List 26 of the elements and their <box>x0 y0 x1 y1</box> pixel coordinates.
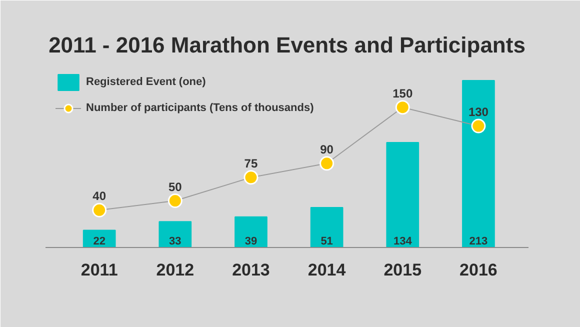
data-label: 134 <box>393 236 413 248</box>
bar <box>310 207 344 248</box>
data-label: 33 <box>169 236 182 248</box>
x-tick-label: 2013 <box>232 260 270 280</box>
data-label: 130 <box>468 105 489 120</box>
data-label: 150 <box>392 86 413 100</box>
data-label: 39 <box>244 236 258 248</box>
bar <box>234 216 268 248</box>
data-label: 50 <box>168 180 182 194</box>
data-label: 213 <box>469 236 488 248</box>
x-tick-label: 2012 <box>156 260 194 280</box>
x-tick-label: 2015 <box>384 260 422 280</box>
x-tick-label: 2014 <box>308 260 346 280</box>
data-label: 40 <box>92 189 106 204</box>
data-label: 51 <box>320 236 333 248</box>
bar <box>158 221 192 248</box>
chart-title: 2011 - 2016 Marathon Events and Participants <box>48 32 526 58</box>
x-tick-label: 2011 <box>80 260 118 280</box>
bar <box>386 142 420 248</box>
data-label: 75 <box>244 156 258 170</box>
legend-label: Number of participants (Tens of thousands) <box>86 102 314 114</box>
bar <box>462 80 495 248</box>
legend-label: Registered Event (one) <box>86 76 206 88</box>
data-label: 90 <box>320 142 334 156</box>
x-tick-label: 2016 <box>460 260 498 280</box>
data-label: 22 <box>93 236 106 248</box>
